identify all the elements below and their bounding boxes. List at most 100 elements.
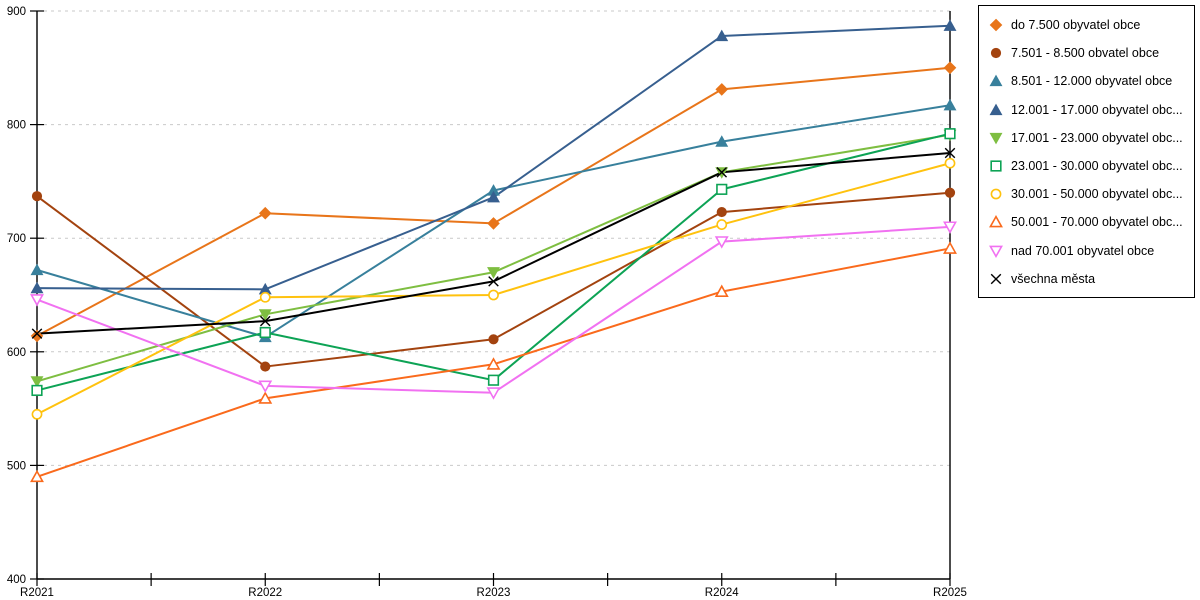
- x-tick-label: R2023: [477, 587, 511, 599]
- legend-item: všechna města: [979, 265, 1194, 293]
- data-point-marker: [715, 29, 729, 42]
- data-point-marker: [260, 361, 271, 372]
- data-point-marker: [259, 326, 271, 339]
- data-point-marker: [487, 267, 500, 279]
- data-point-marker: [31, 328, 43, 339]
- data-point-marker: [943, 61, 957, 75]
- data-point-marker: [716, 167, 728, 178]
- data-point-marker: [259, 315, 271, 327]
- data-point-marker: [715, 135, 729, 147]
- legend-item-label: 7.501 - 8.500 obvatel obce: [1011, 46, 1160, 61]
- data-point-marker: [943, 241, 957, 254]
- legend-item-label: 30.001 - 50.000 obyvatel obc...: [1011, 187, 1183, 202]
- legend: do 7.500 obyvatel obce 7.501 - 8.500 obva…: [978, 5, 1195, 298]
- data-point-marker: [714, 236, 729, 249]
- series-line-9: [36, 152, 951, 335]
- data-point-marker: [488, 334, 499, 345]
- data-point-marker: [716, 219, 728, 230]
- data-point-marker: [943, 98, 957, 111]
- diamond-marker-icon: [989, 18, 1003, 32]
- legend-marker-glyph: [990, 48, 1002, 59]
- x-tick-label: R2021: [20, 587, 54, 599]
- data-point-marker: [258, 391, 273, 404]
- legend-item-label: nad 70.001 obyvatel obce: [1011, 243, 1155, 258]
- data-point-marker: [714, 284, 729, 297]
- x-tick-label: R2024: [705, 587, 739, 599]
- data-point-marker: [31, 384, 43, 397]
- data-point-marker: [487, 190, 500, 203]
- triangle-up-marker-icon: [989, 75, 1003, 87]
- data-point-marker: [31, 191, 43, 202]
- data-point-marker: [943, 19, 957, 31]
- legend-item-label: všechna města: [1011, 271, 1096, 286]
- data-point-marker: [486, 357, 501, 370]
- legend-item: 30.001 - 50.000 obyvatel obc...: [979, 180, 1194, 208]
- legend-item-label: 12.001 - 17.000 obyvatel obc...: [1011, 102, 1183, 117]
- legend-item-label: do 7.500 obyvatel obce: [1011, 18, 1141, 33]
- data-point-marker: [716, 206, 727, 218]
- legend-item: 17.001 - 23.000 obyvatel obc...: [979, 124, 1194, 152]
- x-tick-label: R2022: [248, 587, 282, 599]
- legend-marker-glyph: [989, 245, 1003, 258]
- data-point-marker: [716, 183, 728, 195]
- circle-marker-icon: [990, 48, 1002, 59]
- data-point-marker: [715, 83, 729, 96]
- data-point-marker: [943, 221, 957, 234]
- triangle-down-marker-icon: [989, 132, 1003, 145]
- data-point-marker: [30, 376, 44, 388]
- data-point-marker: [30, 281, 44, 294]
- y-tick-label: 600: [7, 347, 26, 359]
- y-tick-label: 800: [7, 120, 26, 132]
- data-point-marker: [30, 469, 44, 483]
- triangle-down-marker-icon: [989, 245, 1003, 258]
- legend-marker-glyph: [989, 103, 1003, 115]
- data-point-marker: [944, 147, 956, 159]
- y-tick-label: 700: [7, 233, 26, 245]
- x-tick-label: R2025: [933, 587, 967, 599]
- data-point-marker: [30, 294, 44, 307]
- data-point-marker: [944, 128, 956, 140]
- legend-marker-glyph: [989, 132, 1003, 145]
- legend-marker-glyph: [989, 215, 1003, 228]
- x-marker-icon: [990, 273, 1002, 285]
- legend-item-label: 23.001 - 30.000 obyvatel obc...: [1011, 159, 1183, 174]
- legend-item: nad 70.001 obyvatel obce: [979, 237, 1194, 265]
- y-tick-label: 400: [7, 574, 26, 586]
- legend-marker-glyph: [990, 188, 1002, 200]
- legend-marker-glyph: [990, 273, 1002, 285]
- legend-marker-glyph: [989, 18, 1003, 32]
- data-point-marker: [944, 187, 956, 198]
- legend-item: 7.501 - 8.500 obvatel obce: [979, 39, 1194, 67]
- data-point-marker: [487, 217, 500, 230]
- data-point-marker: [30, 329, 44, 343]
- legend-item-label: 8.501 - 12.000 obyvatel obce: [1011, 74, 1173, 89]
- line-chart: 400 500 600 700 800 900 R2021 R2022 R2023 R2024 R2…: [7, 6, 967, 599]
- legend-item: 50.001 - 70.000 obyvatel obc...: [979, 208, 1194, 236]
- data-point-marker: [258, 309, 272, 321]
- data-point-marker: [258, 380, 273, 393]
- legend-marker-glyph: [990, 160, 1002, 172]
- data-point-marker: [259, 291, 271, 303]
- data-point-marker: [488, 276, 499, 287]
- legend-item: 12.001 - 17.000 obyvatel obc...: [979, 96, 1194, 124]
- legend-item: 23.001 - 30.000 obyvatel obc...: [979, 152, 1194, 180]
- legend-item-label: 17.001 - 23.000 obyvatel obc...: [1011, 130, 1183, 145]
- data-point-marker: [487, 374, 500, 386]
- data-point-marker: [488, 289, 499, 301]
- data-point-marker: [486, 387, 501, 400]
- legend-item: 8.501 - 12.000 obyvatel obce: [979, 67, 1194, 95]
- data-point-marker: [944, 157, 956, 169]
- y-tick-label: 900: [7, 6, 26, 18]
- triangle-up-marker-icon: [989, 103, 1003, 115]
- data-point-marker: [30, 263, 44, 276]
- data-point-marker: [258, 206, 272, 220]
- square-marker-icon: [990, 160, 1002, 172]
- triangle-up-marker-icon: [989, 215, 1003, 228]
- legend-item: do 7.500 obyvatel obce: [979, 11, 1194, 39]
- data-point-marker: [31, 408, 43, 420]
- y-tick-label: 500: [7, 460, 26, 472]
- legend-item-label: 50.001 - 70.000 obyvatel obc...: [1011, 215, 1183, 230]
- legend-marker-glyph: [989, 75, 1003, 87]
- circle-marker-icon: [990, 188, 1002, 200]
